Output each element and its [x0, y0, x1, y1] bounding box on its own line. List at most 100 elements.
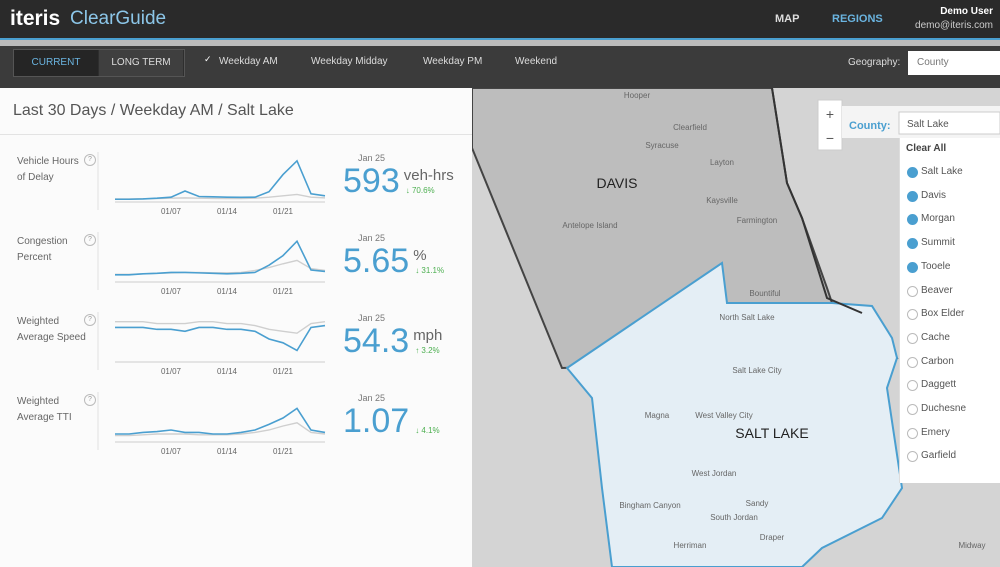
period-option[interactable]: Weekday PM — [423, 56, 483, 67]
checkbox[interactable] — [907, 238, 918, 250]
typical-line — [115, 320, 326, 334]
sparklines: 01/07 01/14 01/21 01/07 01/14 01/21 01/07 01/14… — [97, 152, 326, 456]
metric-change: ↓ 4.1% — [415, 426, 440, 435]
clear-all[interactable]: Clear All — [906, 143, 947, 154]
place-label: Sandy — [746, 499, 769, 508]
place-label: Antelope Island — [562, 221, 617, 230]
county-option[interactable]: Garfield — [921, 450, 957, 462]
metric-change: ↓ 70.6% — [405, 186, 435, 195]
typical-line — [115, 259, 326, 276]
county-option[interactable]: Duchesne — [921, 403, 967, 414]
place-label: Midway — [958, 541, 985, 550]
x-tick-label: 01/14 — [217, 207, 238, 216]
checkbox[interactable] — [907, 404, 918, 415]
x-tick-label: 01/14 — [217, 287, 238, 296]
check: ✓ — [204, 54, 212, 64]
checkbox[interactable] — [907, 190, 918, 202]
county-label: County: — [849, 120, 891, 132]
info-icon: ? — [84, 234, 96, 246]
x-tick-label: 01/07 — [161, 207, 182, 216]
checkbox[interactable] — [907, 285, 918, 297]
metric-unit: % — [413, 247, 427, 264]
place-label: Clearfield — [673, 123, 707, 132]
logo-sub[interactable]: ClearGuide — [70, 8, 167, 29]
x-tick-label: 01/07 — [161, 447, 182, 456]
county-value[interactable]: Salt Lake — [907, 119, 949, 130]
place-label: Kaysville — [706, 196, 738, 205]
county-option[interactable]: Summit — [921, 237, 955, 249]
checkbox[interactable] — [907, 214, 918, 226]
checkbox[interactable] — [907, 332, 918, 344]
place-label: Salt Lake City — [732, 366, 781, 375]
county-option[interactable]: Beaver — [921, 284, 953, 296]
place-label: Bountiful — [749, 289, 780, 298]
metric-value: 5.65 — [343, 242, 410, 280]
checkbox[interactable] — [907, 261, 918, 273]
period-option[interactable]: Weekday Midday — [311, 56, 388, 67]
checkbox[interactable] — [907, 309, 918, 321]
x-tick-label: 01/07 — [161, 287, 182, 296]
place-label: Magna — [645, 411, 670, 420]
county-option[interactable]: Tooele — [921, 260, 951, 272]
metric-value: 54.3 — [343, 322, 410, 360]
place-label: Herriman — [674, 541, 707, 550]
county-select[interactable] — [898, 111, 1000, 135]
x-tick-label: 01/21 — [273, 367, 294, 376]
checkbox[interactable] — [907, 427, 918, 439]
divider — [0, 134, 472, 135]
metric-date: Jan 25 — [358, 393, 386, 403]
metric-label: Weighted Average Speed — [17, 316, 86, 343]
zoom-in[interactable]: + — [826, 106, 834, 122]
tab[interactable]: CURRENT — [14, 50, 98, 76]
county-option[interactable]: Emery — [921, 426, 950, 438]
user-name[interactable]: Demo User — [940, 6, 993, 17]
geography-label: Geography: — [848, 57, 901, 68]
place-label: Syracuse — [645, 141, 679, 150]
info-icon: ? — [84, 394, 96, 406]
nav-link[interactable]: REGIONS — [832, 13, 883, 25]
county-option[interactable]: Salt Lake — [921, 166, 963, 177]
checkbox[interactable] — [907, 451, 918, 463]
place-label: Hooper — [624, 91, 651, 100]
period-option[interactable]: Weekday AM — [219, 56, 278, 67]
metrics-panel: Last 30 Days / Weekday AM / Salt Lake 01… — [0, 88, 472, 567]
salt-lake-county — [565, 261, 904, 567]
logo[interactable]: iteris — [10, 7, 61, 30]
zoom-control — [817, 99, 843, 151]
geography-select[interactable]: County — [908, 51, 1000, 75]
tab[interactable]: LONG TERM — [99, 50, 183, 76]
zoom-out[interactable]: − — [826, 130, 834, 146]
metric-change: ↓ 31.1% — [415, 266, 445, 275]
place-label: Bingham Canyon — [619, 501, 680, 510]
period-option[interactable]: Weekend — [515, 56, 558, 67]
county-option[interactable]: Box Elder — [921, 308, 965, 320]
region-label: DAVIS — [597, 175, 638, 191]
county-option[interactable]: Cache — [921, 331, 950, 343]
map[interactable]: DAVIS SALT LAKE Hooper Clearfield Syracuse La… — [472, 88, 1000, 567]
checkbox[interactable] — [907, 167, 918, 178]
place-label: Layton — [710, 158, 734, 167]
metric-date: Jan 25 — [358, 313, 386, 323]
metric-unit: veh-hrs — [403, 167, 454, 184]
nav-link[interactable]: MAP — [775, 13, 800, 25]
place-label: Farmington — [737, 216, 777, 225]
county-option[interactable]: Davis — [921, 189, 947, 201]
place-label: West Jordan — [692, 469, 737, 478]
county-option[interactable]: Daggett — [921, 379, 957, 391]
metric-label: Weighted Average TTI — [17, 396, 72, 423]
top-bar: iteris ClearGuide MAP REGIONS Demo User … — [0, 0, 1000, 38]
county-option[interactable]: Carbon — [921, 355, 954, 367]
metric-unit: mph — [413, 327, 443, 344]
checkbox[interactable] — [907, 380, 918, 392]
county-option[interactable]: Morgan — [921, 213, 955, 225]
radio[interactable] — [0, 44, 1000, 46]
checkbox[interactable] — [907, 356, 918, 368]
trend-line — [115, 407, 326, 435]
user-email: demo@iteris.com — [915, 20, 993, 31]
place-label: West Valley City — [695, 411, 753, 420]
panel-title: Last 30 Days / Weekday AM / Salt Lake — [13, 102, 294, 119]
place-label: Draper — [760, 533, 785, 542]
x-tick-label: 01/07 — [161, 367, 182, 376]
county-border — [771, 88, 863, 314]
